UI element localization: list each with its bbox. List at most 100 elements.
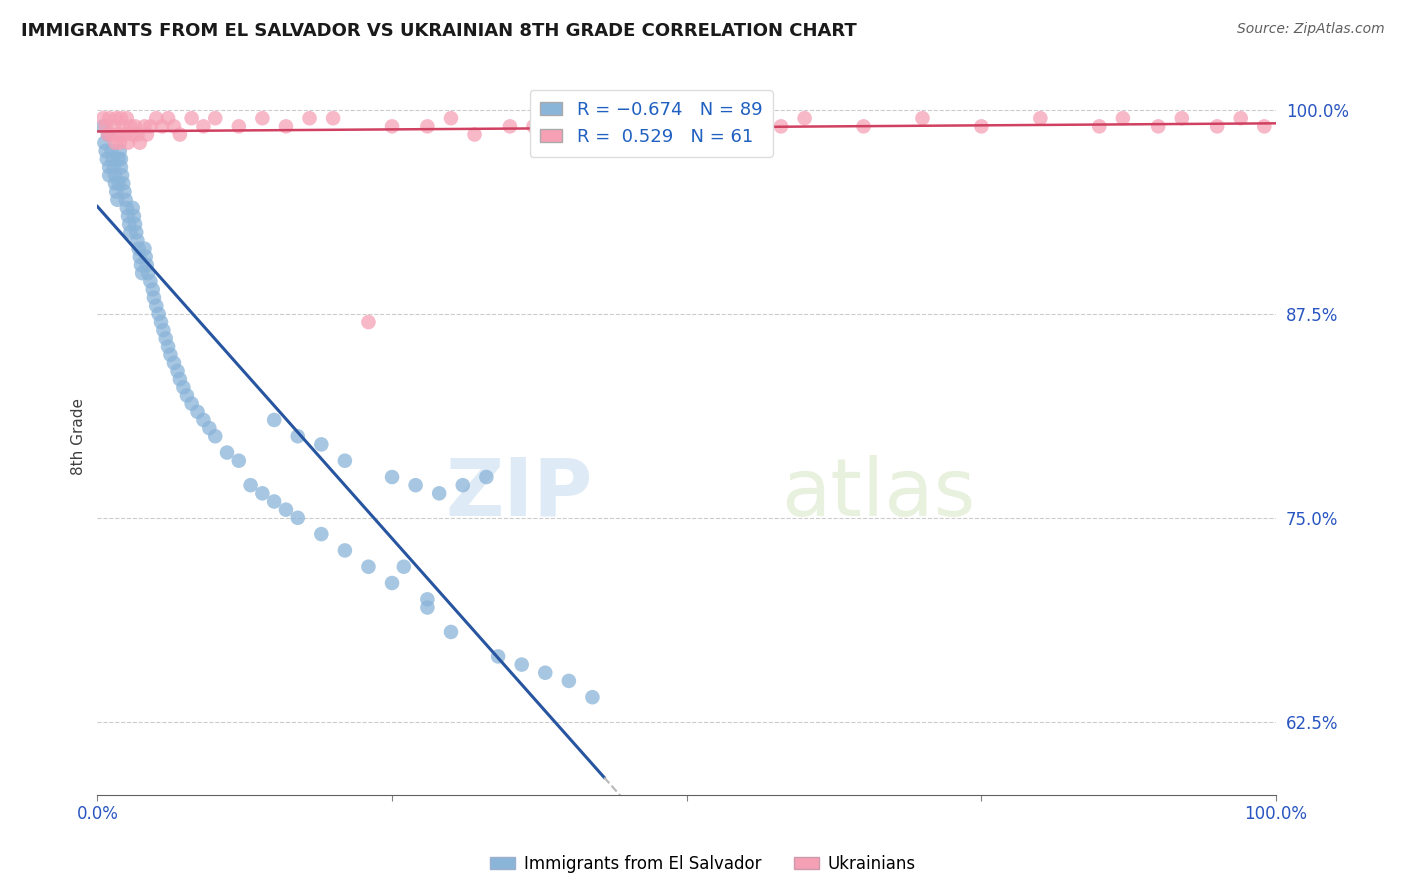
Point [416,120,439,134]
Point [1088,120,1111,134]
Point [1206,120,1229,134]
Point [381,120,404,134]
Point [121,128,143,142]
Point [522,120,544,134]
Point [1229,112,1251,126]
Point [134,120,156,134]
Point [1112,112,1135,126]
Point [105,185,128,199]
Point [148,307,170,321]
Point [101,152,124,166]
Point [427,486,450,500]
Point [475,470,498,484]
Point [381,576,404,591]
Point [510,657,533,672]
Point [392,559,415,574]
Point [322,112,344,126]
Point [98,169,121,183]
Point [155,331,177,345]
Point [118,217,141,231]
Point [104,169,127,183]
Point [135,258,157,272]
Text: Source: ZipAtlas.com: Source: ZipAtlas.com [1237,22,1385,37]
Point [852,120,875,134]
Point [287,429,309,443]
Point [793,112,815,126]
Point [193,120,215,134]
Point [970,120,993,134]
Point [139,120,162,134]
Point [169,372,191,386]
Point [440,624,463,639]
Point [93,136,115,150]
Point [107,177,129,191]
Point [228,453,250,467]
Point [112,177,135,191]
Point [110,112,132,126]
Legend: R = −0.674   N = 89, R =  0.529   N = 61: R = −0.674 N = 89, R = 0.529 N = 61 [530,90,773,157]
Point [136,266,159,280]
Point [911,112,934,126]
Text: ZIP: ZIP [446,455,592,533]
Point [333,453,356,467]
Point [105,193,128,207]
Point [193,413,215,427]
Point [357,559,380,574]
Point [675,112,697,126]
Point [114,193,136,207]
Point [145,299,167,313]
Point [112,120,135,134]
Point [1029,112,1052,126]
Point [180,112,202,126]
Point [114,128,136,142]
Point [198,421,221,435]
Point [274,502,297,516]
Point [100,144,122,158]
Point [139,274,162,288]
Point [228,120,250,134]
Legend: Immigrants from El Salvador, Ukrainians: Immigrants from El Salvador, Ukrainians [484,848,922,880]
Point [440,112,463,126]
Point [157,340,180,354]
Point [110,160,132,174]
Point [117,209,139,223]
Point [127,128,149,142]
Point [142,283,165,297]
Point [103,160,125,174]
Point [769,120,792,134]
Point [135,128,157,142]
Point [107,128,129,142]
Point [103,120,125,134]
Point [107,152,129,166]
Point [451,478,474,492]
Point [534,665,557,680]
Point [252,486,274,500]
Point [97,128,120,142]
Point [617,120,640,134]
Point [127,234,149,248]
Point [120,226,142,240]
Point [131,266,153,280]
Point [91,112,114,126]
Point [104,136,127,150]
Point [311,437,333,451]
Point [135,250,157,264]
Point [558,673,581,688]
Point [172,380,194,394]
Point [204,429,226,443]
Point [169,128,191,142]
Point [114,185,136,199]
Text: IMMIGRANTS FROM EL SALVADOR VS UKRAINIAN 8TH GRADE CORRELATION CHART: IMMIGRANTS FROM EL SALVADOR VS UKRAINIAN… [21,22,856,40]
Point [104,177,127,191]
Point [252,112,274,126]
Point [115,201,138,215]
Point [120,120,142,134]
Point [121,201,143,215]
Point [263,494,285,508]
Point [108,144,131,158]
Point [115,112,138,126]
Point [263,413,285,427]
Point [1147,120,1170,134]
Point [652,128,675,142]
Point [134,242,156,256]
